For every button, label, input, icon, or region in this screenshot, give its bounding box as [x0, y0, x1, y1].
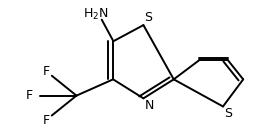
- Text: F: F: [26, 89, 33, 102]
- Text: F: F: [43, 65, 50, 78]
- Text: H$_2$N: H$_2$N: [83, 7, 108, 22]
- Text: S: S: [145, 11, 152, 24]
- Text: S: S: [224, 107, 232, 120]
- Text: F: F: [43, 114, 50, 127]
- Text: N: N: [145, 99, 154, 112]
